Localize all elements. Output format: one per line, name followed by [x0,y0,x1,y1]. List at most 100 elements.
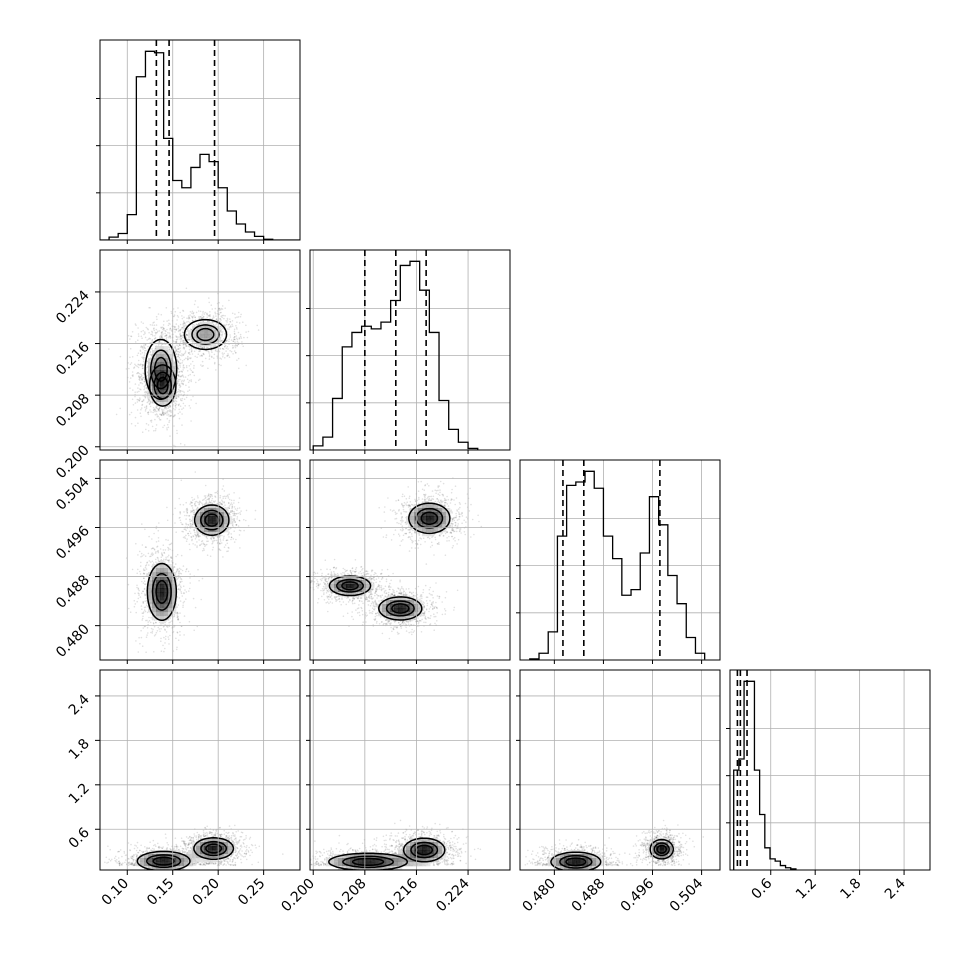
sample-point [133,599,136,602]
sample-point [231,344,234,347]
sample-point [178,393,180,396]
density-cell [172,366,177,371]
sample-point [198,579,200,582]
sample-point [239,315,242,318]
sample-point [144,344,147,346]
sample-point [220,340,222,343]
sample-point [185,331,187,333]
sample-point [188,379,191,382]
sample-point [136,401,139,403]
sample-point [149,555,151,558]
sample-point [173,328,175,330]
sample-point [181,360,184,362]
sample-point [195,348,198,351]
sample-point [177,378,180,381]
sample-point [191,317,194,319]
sample-point [146,395,149,398]
sample-point [167,554,170,557]
sample-point [180,399,182,402]
sample-point [152,562,155,564]
sample-point [167,549,170,551]
sample-point [145,583,147,585]
sample-point [179,344,181,347]
density-cell [168,394,173,399]
density-cell [208,322,213,327]
sample-point [176,578,178,581]
sample-point [234,352,237,354]
sample-point [234,338,236,341]
sample-point [226,354,229,357]
sample-point [198,350,200,353]
sample-point [162,327,165,329]
sample-point [176,612,178,615]
sample-point [173,415,175,417]
sample-point [182,341,185,344]
sample-point [140,374,143,377]
sample-point [150,419,153,422]
sample-point [219,318,221,320]
sample-point [144,593,146,595]
sample-point [173,613,176,616]
contour-line [153,371,172,400]
sample-point [175,637,177,640]
sample-point [178,354,180,356]
sample-point [135,469,137,471]
sample-point [130,411,133,414]
sample-point [146,401,149,404]
sample-point [188,530,191,533]
sample-point [223,352,225,355]
sample-point [199,316,202,318]
sample-point [175,407,177,409]
sample-point [144,594,146,597]
sample-point [194,355,196,358]
sample-point [209,555,212,557]
sample-point [159,335,162,337]
panel-frame [99,459,301,661]
sample-point [185,345,187,347]
sample-point [141,345,143,348]
sample-point [230,499,233,502]
sample-point [169,409,171,411]
sample-point [145,407,148,410]
sample-point [144,528,146,531]
scatter-panel-0-1 [99,249,301,471]
sample-point [142,398,145,401]
sample-point [208,354,211,356]
sample-point [134,402,137,404]
sample-point [154,408,156,410]
sample-point [194,606,197,609]
sample-point [200,355,203,357]
density-cell [152,362,157,367]
sample-point [176,360,179,362]
sample-point [138,636,140,639]
sample-point [163,320,165,323]
sample-point [231,504,234,506]
sample-point [238,322,241,324]
sample-point [227,497,230,499]
sample-point [160,327,163,329]
sample-point [175,400,178,403]
sample-point [160,413,163,416]
sample-point [154,558,157,561]
sample-point [177,367,180,370]
sample-point [138,378,140,381]
density-cell [160,402,165,407]
sample-point [170,310,172,313]
sample-point [233,530,235,532]
sample-point [165,556,167,559]
sample-point [203,346,205,348]
sample-point [230,536,233,539]
sample-point [153,625,156,628]
sample-point [173,315,175,318]
sample-point [170,556,172,558]
sample-point [222,556,224,558]
sample-point [173,566,176,568]
sample-point [162,411,164,413]
sample-point [158,628,161,630]
sample-point [178,371,180,373]
sample-point [136,354,139,357]
sample-point [174,404,177,407]
sample-point [165,538,167,541]
sample-point [180,390,183,392]
sample-point [177,615,179,618]
